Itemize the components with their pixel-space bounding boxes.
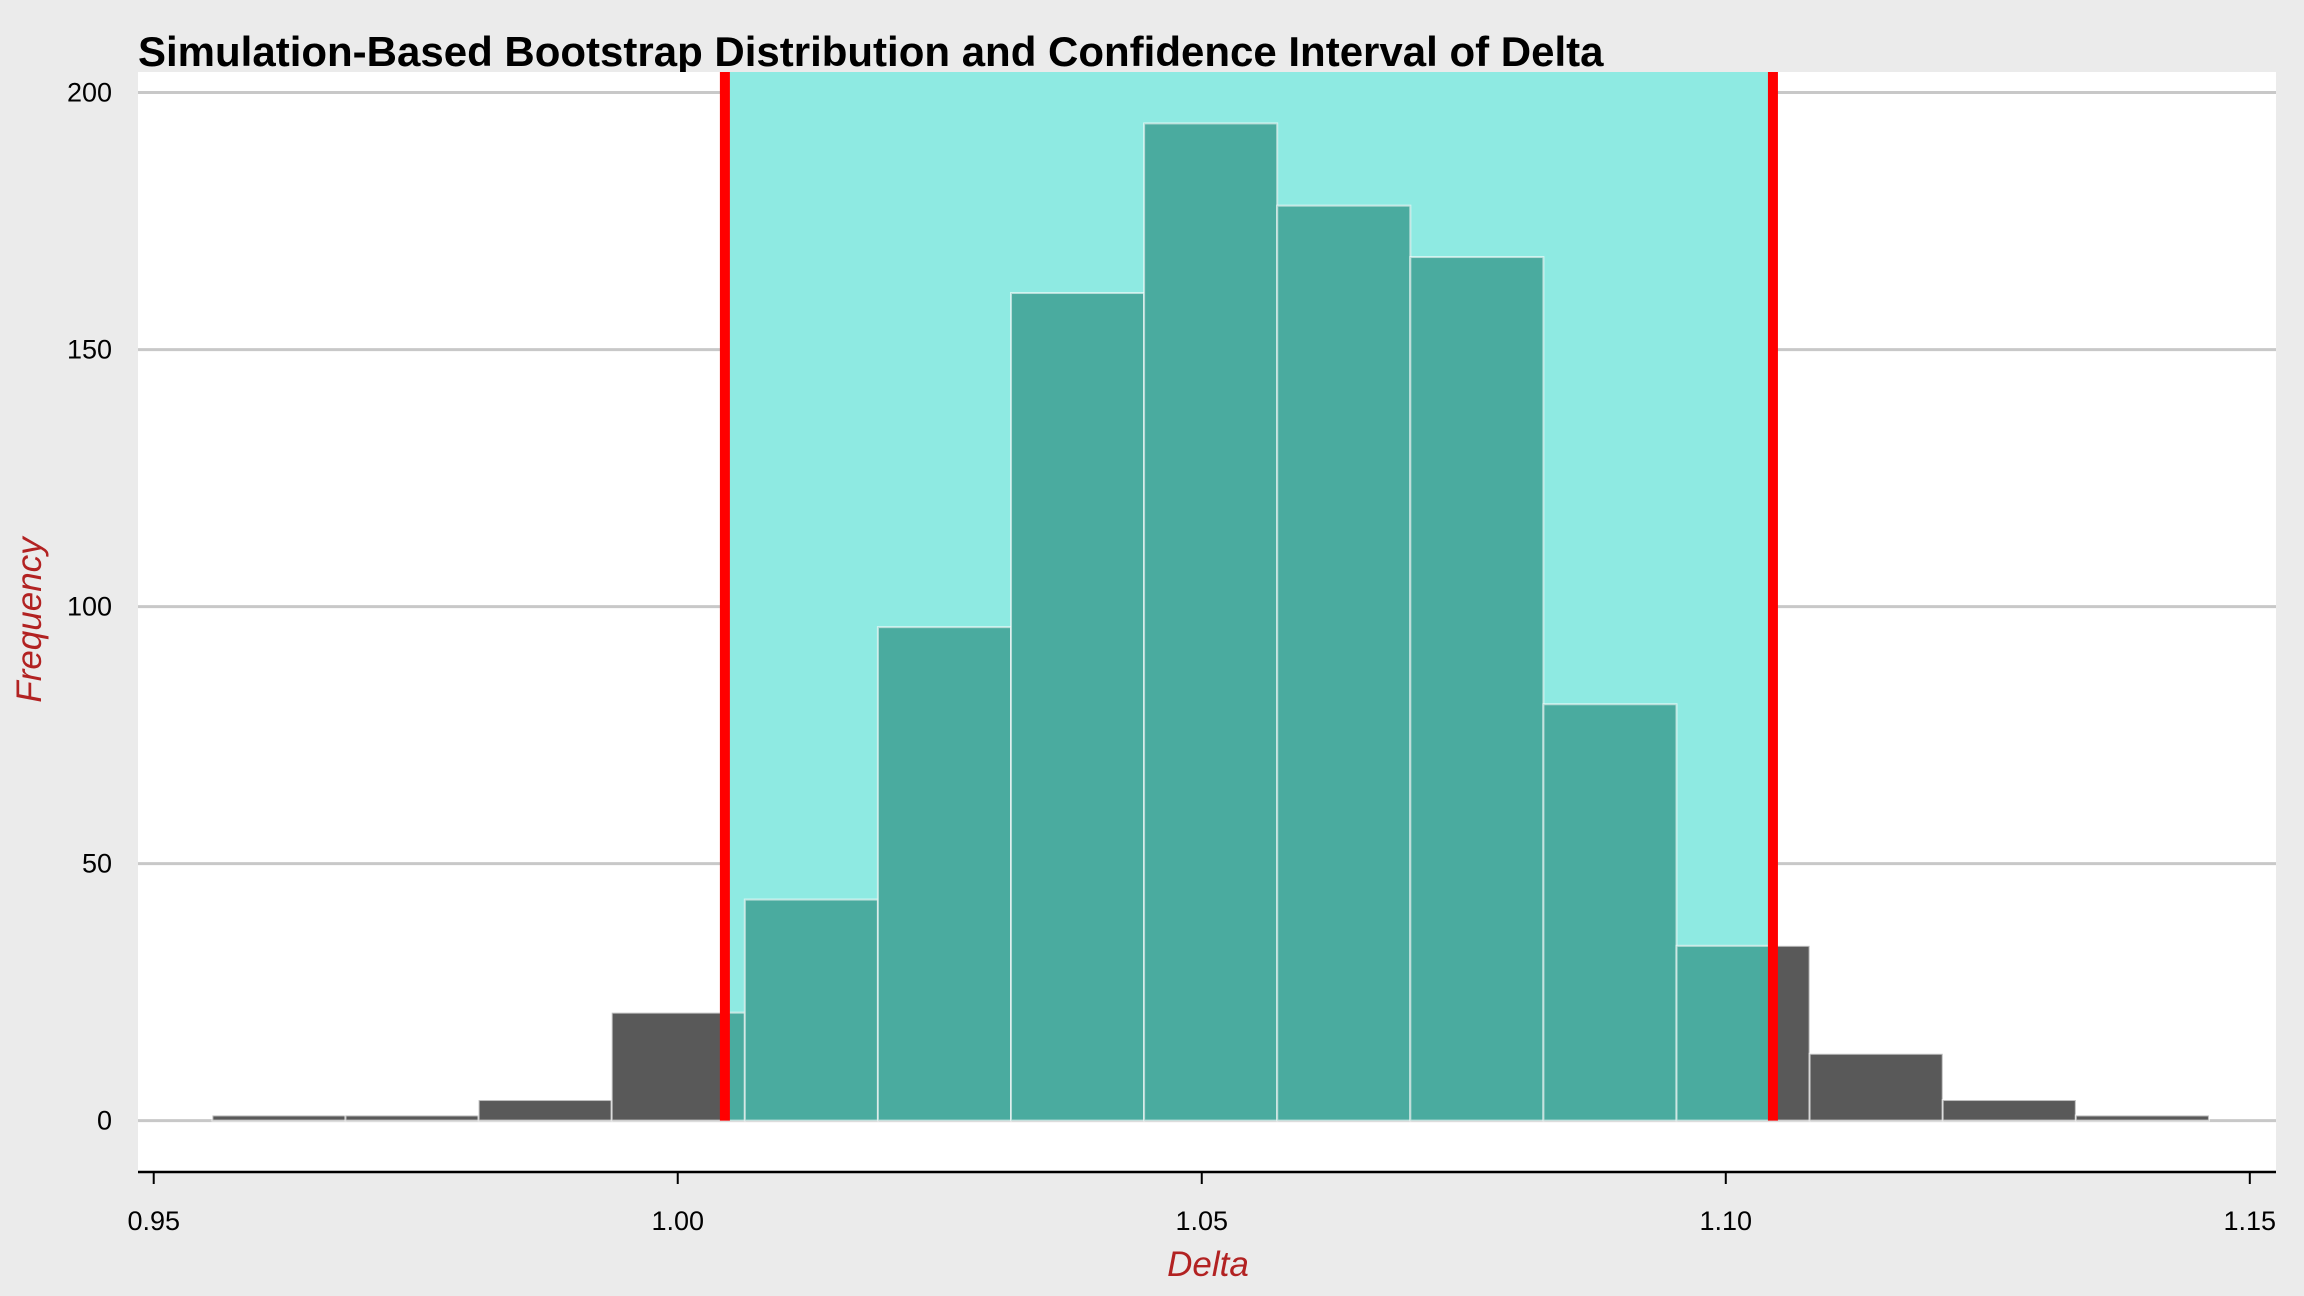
- chart-title: Simulation-Based Bootstrap Distribution …: [138, 28, 1604, 75]
- histogram-bar-8-ci-fill: [1144, 123, 1278, 1121]
- confidence-interval-lines: [719, 72, 1778, 1121]
- histogram-bar-12-outline: [1675, 944, 1811, 1122]
- x-axis-label: Delta: [1167, 1245, 1249, 1284]
- histogram-bar-10: [1409, 256, 1545, 1122]
- histogram-bar-6: [876, 626, 1013, 1122]
- histogram-bar-7: [1010, 292, 1146, 1122]
- histogram-bar-15-fill: [2075, 1115, 2209, 1121]
- histogram-bar-9-ci-fill: [1277, 205, 1411, 1121]
- histogram-bar-12-ci-fill: [1676, 945, 1773, 1121]
- x-tick-label-1.05: 1.05: [1175, 1206, 1228, 1236]
- histogram-bar-15-outline: [2074, 1114, 2210, 1122]
- histogram-bar-11-outline: [1542, 703, 1678, 1122]
- histogram-bar-7-ci-fill: [1011, 293, 1145, 1121]
- histogram-bar-9: [1276, 204, 1412, 1122]
- histogram-bar-11-ci-fill: [1543, 704, 1677, 1121]
- histogram-bars: [211, 122, 2210, 1122]
- histogram-bar-2: [344, 1114, 480, 1122]
- histogram-bar-13-fill: [1809, 1053, 1943, 1121]
- x-tick-label-1.10: 1.10: [1699, 1206, 1752, 1236]
- histogram-bar-6-ci-fill: [877, 627, 1012, 1121]
- histogram-bar-14: [1941, 1099, 2077, 1122]
- y-tick-label-50: 50: [82, 849, 112, 879]
- y-tick-label-200: 200: [67, 78, 112, 108]
- histogram-bar-8: [1143, 122, 1279, 1122]
- histogram-bar-12: [1675, 944, 1811, 1122]
- histogram-bar-10-ci-fill: [1410, 257, 1544, 1121]
- histogram-bar-11: [1542, 703, 1678, 1122]
- histogram-bar-3: [477, 1099, 613, 1122]
- x-tick-label-1.15: 1.15: [2224, 1206, 2277, 1236]
- x-tick-label-1.00: 1.00: [651, 1206, 704, 1236]
- y-tick-label-100: 100: [67, 592, 112, 622]
- histogram-bar-1: [211, 1114, 347, 1122]
- histogram-bar-2-fill: [345, 1115, 479, 1121]
- y-tick-label-0: 0: [97, 1106, 112, 1136]
- histogram-bar-14-outline: [1941, 1099, 2077, 1122]
- histogram-bar-13-outline: [1808, 1052, 1944, 1122]
- histogram-bar-14-fill: [1942, 1100, 2076, 1121]
- y-tick-label-150: 150: [67, 335, 112, 365]
- histogram-bar-15: [2074, 1114, 2210, 1122]
- histogram-bar-5-ci-fill: [744, 899, 878, 1121]
- histogram-bar-10-outline: [1409, 256, 1545, 1122]
- x-tick-label-0.95: 0.95: [127, 1206, 180, 1236]
- histogram-bar-5: [743, 898, 879, 1122]
- histogram-bar-1-fill: [212, 1115, 346, 1121]
- histogram-bar-3-fill: [478, 1100, 612, 1121]
- histogram-bar-13: [1808, 1052, 1944, 1122]
- axes: 0.95 1.00 1.05 1.10 1.15 0 50 100 150 200: [67, 78, 2276, 1236]
